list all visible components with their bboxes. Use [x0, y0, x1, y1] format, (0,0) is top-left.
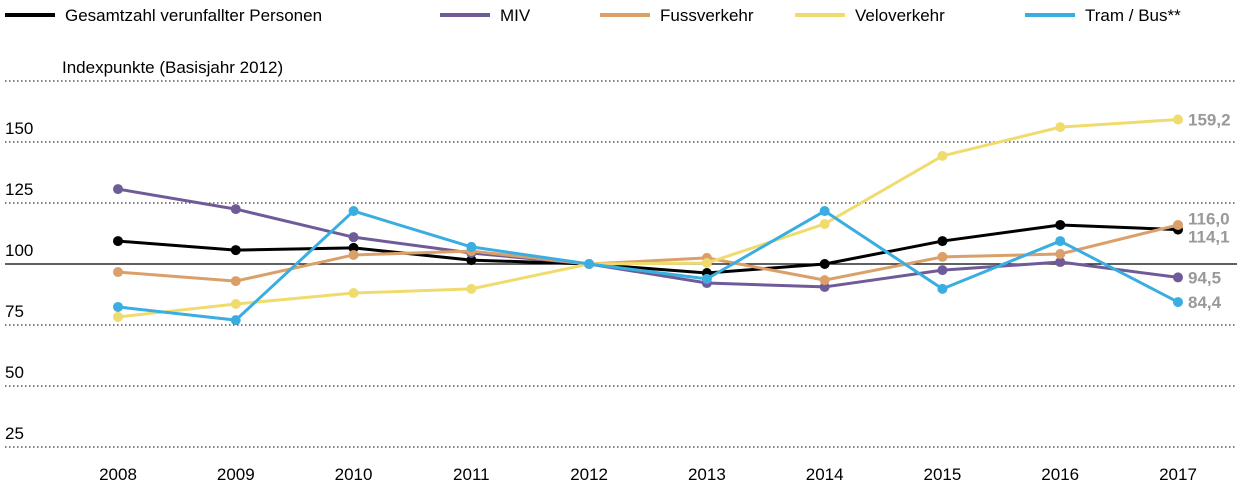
data-point — [113, 267, 123, 278]
y-tick-label: 75 — [5, 302, 24, 321]
x-tick-label: 2015 — [924, 465, 962, 484]
data-point — [113, 236, 123, 247]
data-point — [466, 241, 477, 252]
x-tick-label: 2014 — [806, 465, 844, 484]
data-point — [348, 249, 359, 260]
end-value-label: 94,5 — [1188, 268, 1221, 287]
end-value-label: 159,2 — [1188, 111, 1231, 130]
data-point — [1055, 122, 1066, 133]
legend-label: Fussverkehr — [660, 6, 754, 25]
data-point — [466, 283, 477, 294]
x-tick-label: 2013 — [688, 465, 726, 484]
data-point — [113, 311, 123, 322]
data-point — [819, 275, 830, 286]
x-tick-label: 2017 — [1159, 465, 1197, 484]
data-point — [1055, 236, 1066, 247]
y-tick-label: 25 — [5, 424, 24, 443]
data-point — [819, 259, 830, 269]
end-value-label: 114,1 — [1188, 227, 1230, 246]
series-line — [117, 118, 1179, 319]
data-point — [348, 242, 359, 253]
x-tick-label: 2010 — [335, 465, 373, 484]
data-point — [701, 273, 712, 284]
data-point — [348, 232, 359, 243]
data-point — [113, 301, 123, 312]
data-point — [348, 288, 359, 299]
legend-label: Veloverkehr — [855, 6, 945, 25]
data-point — [1055, 257, 1066, 268]
data-point — [1173, 272, 1183, 283]
data-point — [819, 206, 830, 217]
data-point — [230, 276, 241, 287]
x-tick-label: 2009 — [217, 465, 255, 484]
data-point — [819, 281, 830, 292]
legend-label: Tram / Bus** — [1085, 6, 1181, 25]
series-line — [117, 223, 1179, 283]
data-point — [1055, 248, 1066, 259]
data-point — [230, 315, 241, 326]
x-tick-label: 2016 — [1041, 465, 1079, 484]
y-tick-label: 150 — [5, 119, 33, 138]
data-point — [937, 283, 948, 294]
data-point — [230, 299, 241, 310]
data-point — [113, 184, 123, 195]
y-tick-label: 100 — [5, 241, 33, 260]
data-point — [937, 265, 948, 276]
data-point — [230, 204, 241, 215]
data-point — [348, 206, 359, 217]
data-point — [937, 150, 948, 161]
data-point — [1055, 219, 1066, 230]
x-tick-label: 2011 — [453, 465, 490, 484]
data-point — [1173, 219, 1183, 230]
series-line — [117, 209, 1179, 322]
data-point — [584, 259, 595, 269]
data-point — [1173, 297, 1183, 308]
data-point — [819, 218, 830, 229]
end-value-label: 84,4 — [1188, 293, 1222, 312]
end-value-label: 116,0 — [1188, 209, 1230, 228]
legend-label: MIV — [500, 6, 531, 25]
y-tick-label: 125 — [5, 180, 33, 199]
x-tick-label: 2008 — [99, 465, 137, 484]
data-point — [937, 236, 948, 247]
data-point — [230, 245, 241, 256]
x-tick-label: 2012 — [570, 465, 608, 484]
y-axis-label: Indexpunkte (Basisjahr 2012) — [62, 58, 283, 77]
data-point — [701, 258, 712, 269]
data-point — [1173, 114, 1183, 125]
data-point — [466, 255, 477, 266]
legend-label: Gesamtzahl verunfallter Personen — [65, 6, 322, 25]
y-tick-label: 50 — [5, 363, 24, 382]
data-point — [937, 251, 948, 262]
series-line — [117, 223, 1179, 275]
